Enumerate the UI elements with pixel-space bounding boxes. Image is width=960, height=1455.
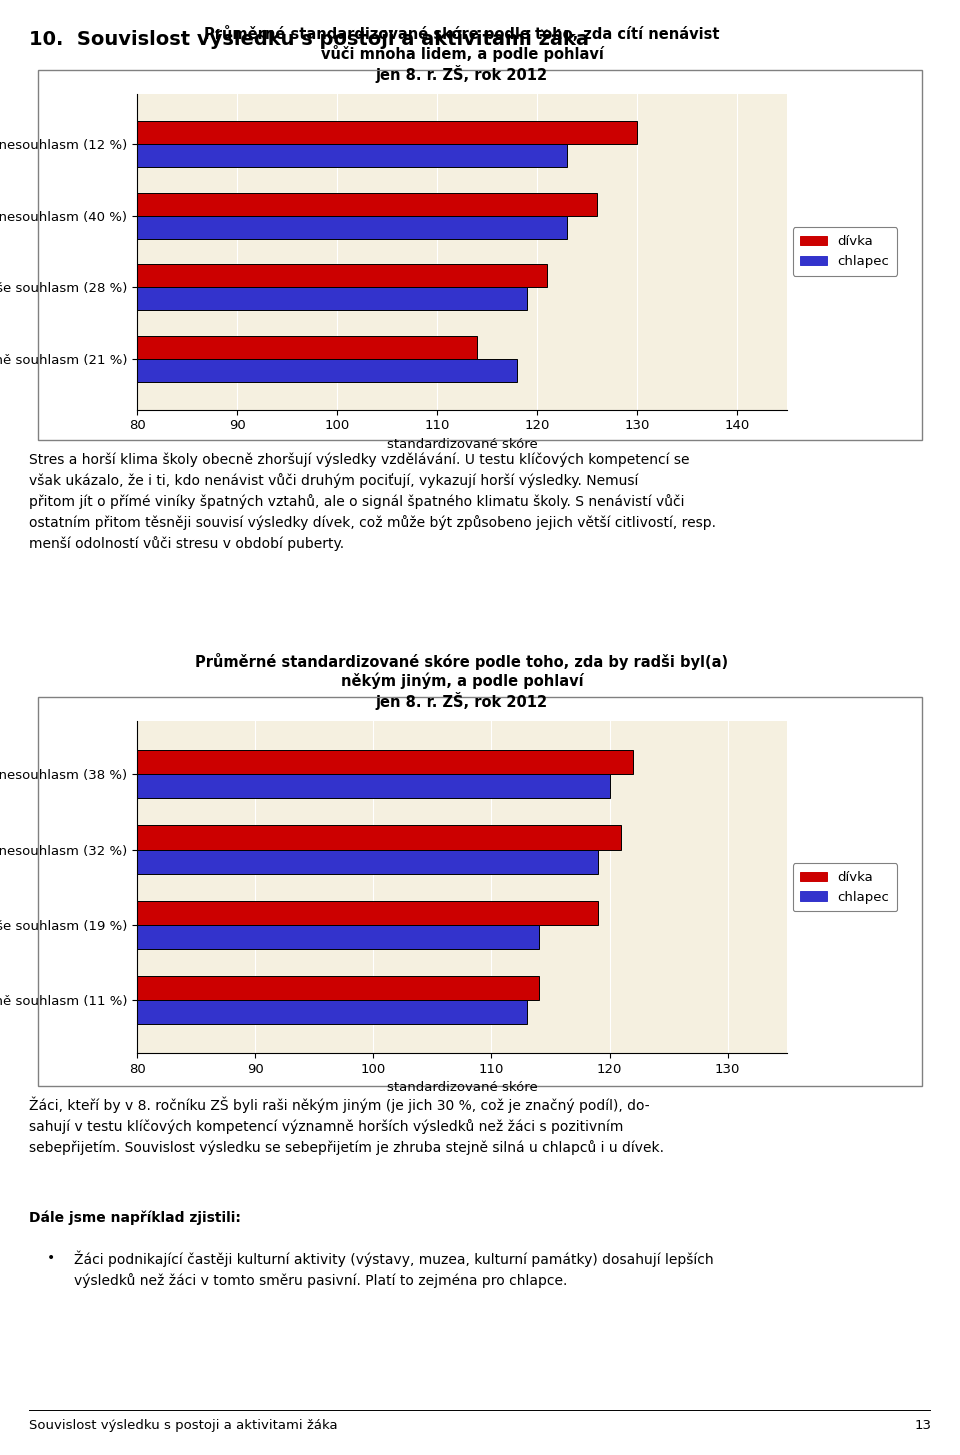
- Text: Stres a horší klima školy obecně zhoršují výsledky vzdělávání. U testu klíčových: Stres a horší klima školy obecně zhoršuj…: [29, 453, 716, 551]
- Text: Žáci podnikající častěji kulturní aktivity (výstavy, muzea, kulturní památky) do: Žáci podnikající častěji kulturní aktivi…: [74, 1251, 713, 1288]
- Text: 13: 13: [914, 1419, 931, 1432]
- Text: Dále jsme například zjistili:: Dále jsme například zjistili:: [29, 1211, 241, 1225]
- Text: 10.  Souvislost výsledku s postoji a aktivitami žáka: 10. Souvislost výsledku s postoji a akti…: [29, 29, 588, 48]
- FancyBboxPatch shape: [37, 70, 923, 441]
- Text: Žáci, kteří by v 8. ročníku ZŠ byli raši někým jiným (je jich 30 %, což je značn: Žáci, kteří by v 8. ročníku ZŠ byli raši…: [29, 1097, 663, 1155]
- Text: •: •: [47, 1251, 55, 1264]
- FancyBboxPatch shape: [37, 697, 923, 1085]
- Text: Souvislost výsledku s postoji a aktivitami žáka: Souvislost výsledku s postoji a aktivita…: [29, 1419, 337, 1432]
